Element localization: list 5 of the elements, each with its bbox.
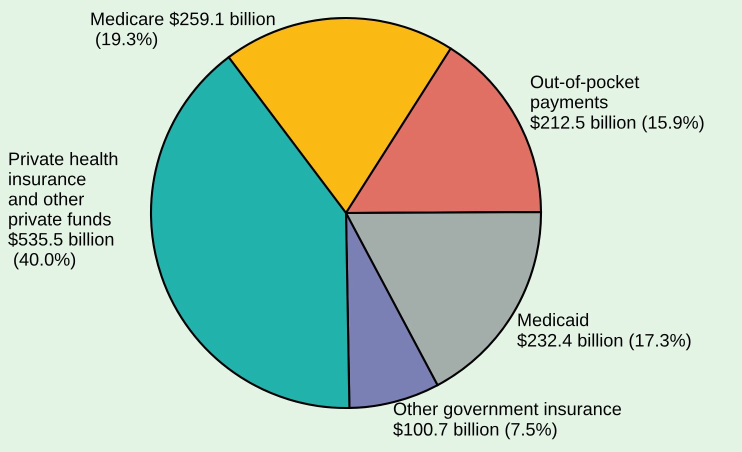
slice-label: Other government insurance $100.7 billion (7.5%) <box>393 402 622 440</box>
slice-label: Medicaid $232.4 billion (17.3%) <box>517 313 691 350</box>
slice-label: Out-of-pocket payments $212.5 billion (15.9%) <box>530 75 704 132</box>
slice-label: Private health insurance and other private funds $535.5 billion (40.0%) <box>8 152 118 270</box>
slice-label: Medicare $259.1 billion (19.3%) <box>91 12 275 49</box>
